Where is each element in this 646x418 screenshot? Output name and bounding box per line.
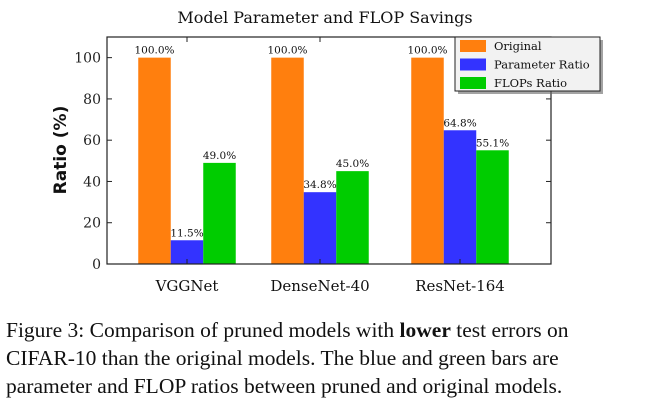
x-tick-label: VGGNet (155, 277, 219, 295)
caption-line-3: parameter and FLOP ratios between pruned… (6, 374, 563, 398)
data-label: 100.0% (407, 45, 447, 57)
x-tick-label: ResNet-164 (415, 277, 505, 295)
y-axis-label: Ratio (%) (51, 106, 71, 195)
data-label: 45.0% (336, 158, 369, 170)
data-label: 64.8% (443, 117, 476, 129)
legend-swatch (460, 58, 486, 71)
caption-text: Figure 3: Comparison of pruned models wi… (6, 318, 400, 342)
y-tick-label: 0 (92, 257, 101, 273)
legend-swatch (460, 77, 486, 89)
bar-flops-ratio (476, 150, 509, 264)
data-label: 100.0% (267, 45, 307, 57)
caption-line-2: CIFAR-10 than the original models. The b… (6, 346, 559, 370)
data-label: 49.0% (203, 150, 236, 162)
legend-entry: Parameter Ratio (494, 58, 590, 72)
bar-parameter-ratio (170, 240, 204, 264)
x-tick-label: DenseNet-40 (270, 277, 369, 295)
bar-parameter-ratio (303, 192, 337, 264)
caption-text: test errors on (450, 318, 569, 342)
figure-caption: Figure 3: Comparison of pruned models wi… (6, 316, 642, 400)
bar-flops-ratio (336, 171, 369, 264)
caption-line-1: Figure 3: Comparison of pruned models wi… (6, 316, 642, 344)
bar-chart: Model Parameter and FLOP Savings 100.0% 1… (51, 8, 603, 295)
data-label: 55.1% (476, 137, 509, 149)
data-label: 34.8% (303, 179, 336, 191)
plot-frame (106, 36, 552, 265)
y-tick-label: 40 (83, 174, 101, 190)
legend-entry: Original (494, 39, 542, 53)
legend-entry: FLOPs Ratio (494, 76, 567, 90)
legend-swatch (460, 40, 486, 52)
y-tick-label: 60 (83, 133, 101, 149)
data-label: 100.0% (134, 45, 174, 57)
bar-flops-ratio (203, 162, 236, 264)
y-tick-label: 100 (74, 51, 101, 67)
bar-original (138, 57, 171, 264)
bar-original (411, 57, 444, 264)
y-tick-label: 20 (83, 216, 101, 232)
bar-parameter-ratio (443, 130, 477, 264)
bar-original (271, 57, 304, 264)
chart-title: Model Parameter and FLOP Savings (177, 8, 472, 27)
y-tick-label: 80 (83, 92, 101, 108)
data-label: 11.5% (170, 227, 203, 239)
caption-bold: lower (399, 318, 451, 342)
